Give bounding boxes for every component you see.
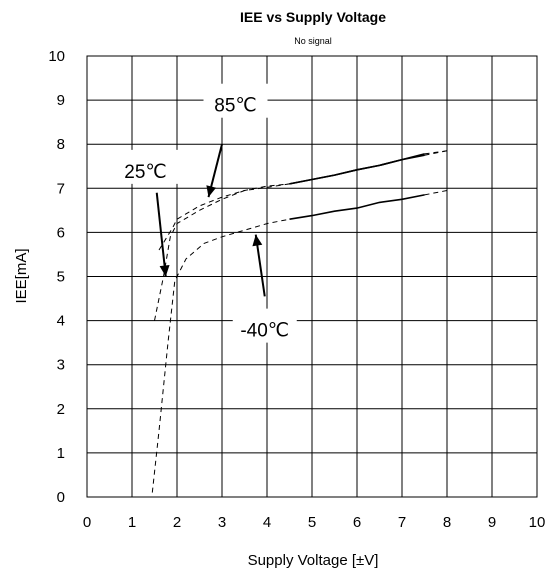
annotation-arrow-head: [206, 185, 217, 198]
series-0-dashed-line: [158, 183, 290, 251]
y-tick-label: 4: [57, 313, 65, 330]
series-1-solid-line: [289, 154, 425, 185]
x-axis-label: Supply Voltage [±V]: [248, 552, 379, 569]
x-tick-label: 9: [488, 514, 496, 531]
x-tick-label: 5: [308, 514, 316, 531]
chart-subtitle: No signal: [294, 36, 332, 46]
x-tick-label: 10: [529, 514, 546, 531]
y-tick-label: 2: [57, 401, 65, 418]
annotation-box: [232, 308, 297, 343]
tick-labels: 0 1 2 3 4 5 6 7 8 9 10 0 1 2 3 4 5 6 7 8 9 10: [48, 48, 545, 531]
annotations: 85℃ 25℃ -40℃: [113, 83, 297, 343]
y-tick-label: 3: [57, 357, 65, 374]
x-tick-label: 8: [443, 514, 451, 531]
x-tick-label: 2: [173, 514, 181, 531]
annotation-box: [113, 149, 178, 184]
x-tick-label: 4: [263, 514, 271, 531]
annotation-arrow-head: [159, 265, 170, 277]
y-tick-label: 0: [57, 489, 65, 506]
x-tick-label: 7: [398, 514, 406, 531]
plot-frame: [86, 55, 538, 498]
y-tick-label: 9: [57, 92, 65, 109]
annotation-box: [203, 83, 268, 118]
y-tick-label: 8: [57, 136, 65, 153]
series-lines: [151, 150, 448, 493]
y-tick-label: 6: [57, 224, 65, 241]
x-tick-label: 1: [128, 514, 136, 531]
y-tick-label: 7: [57, 180, 65, 197]
x-tick-label: 3: [218, 514, 226, 531]
annotation-arrow-shaft: [155, 192, 167, 277]
series-1-dashed-end-line: [424, 150, 448, 156]
y-tick-label: 1: [57, 445, 65, 462]
y-tick-label: 5: [57, 269, 65, 286]
x-tick-label: 6: [353, 514, 361, 531]
chart-title: IEE vs Supply Voltage: [240, 9, 386, 25]
series-1-dashed-line: [154, 183, 290, 321]
series-2-dashed-line: [151, 218, 290, 493]
annotation-label: -40℃: [240, 321, 289, 342]
series-2-dashed-end-line: [424, 190, 448, 196]
grid: [86, 55, 538, 498]
annotation-label: 25℃: [124, 162, 166, 183]
x-tick-label: 0: [83, 514, 91, 531]
annotation-label: 85℃: [214, 96, 256, 117]
annotation-arrow-head: [252, 234, 263, 247]
series-2-solid-line: [289, 194, 425, 220]
y-axis-label: IEE[mA]: [13, 248, 30, 303]
y-tick-label: 10: [48, 48, 65, 65]
